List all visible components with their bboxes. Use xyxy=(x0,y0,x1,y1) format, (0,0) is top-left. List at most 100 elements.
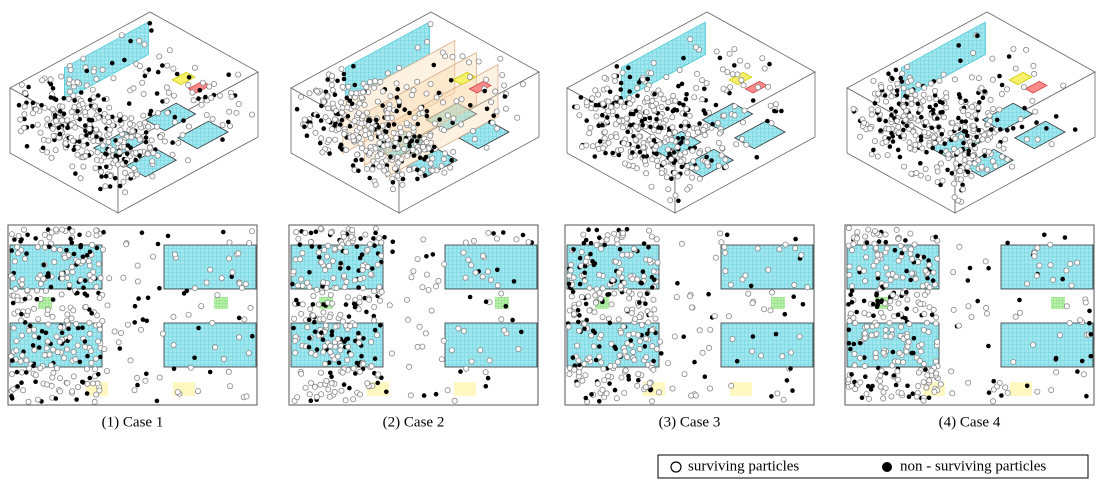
surviving-particle xyxy=(494,109,499,114)
surviving-particle xyxy=(682,126,687,131)
surviving-particle xyxy=(48,77,53,82)
surviving-particle xyxy=(656,390,661,395)
non-surviving-particle xyxy=(958,95,963,100)
non-surviving-particle xyxy=(645,77,650,82)
non-surviving-particle xyxy=(893,248,898,253)
surviving-particle xyxy=(715,120,720,125)
non-surviving-particle xyxy=(128,39,133,44)
surviving-particle xyxy=(357,300,362,305)
surviving-particle xyxy=(328,343,333,348)
surviving-particle xyxy=(866,227,871,232)
non-surviving-particle xyxy=(62,96,67,101)
surviving-particle xyxy=(141,91,146,96)
non-surviving-particle xyxy=(33,379,38,384)
surviving-particle xyxy=(305,280,310,285)
surviving-particle xyxy=(131,166,136,171)
non-surviving-particle xyxy=(648,116,653,121)
surviving-particle xyxy=(595,381,600,386)
non-surviving-particle xyxy=(950,171,955,176)
surviving-particle xyxy=(124,242,129,247)
surviving-particle xyxy=(356,135,361,140)
surviving-particle xyxy=(630,349,635,354)
non-surviving-particle xyxy=(491,231,496,236)
surviving-particle xyxy=(78,277,83,282)
surviving-particle xyxy=(689,393,694,398)
surviving-particle xyxy=(27,295,32,300)
surviving-particle xyxy=(624,116,629,121)
non-surviving-particle xyxy=(392,145,397,150)
surviving-particle xyxy=(941,72,946,77)
surviving-particle xyxy=(372,85,377,90)
surviving-particle xyxy=(863,234,868,239)
surviving-particle xyxy=(575,382,580,387)
surviving-particle xyxy=(622,390,627,395)
non-surviving-particle xyxy=(307,345,312,350)
non-surviving-particle xyxy=(126,143,131,148)
surviving-particle xyxy=(635,85,640,90)
surviving-particle xyxy=(951,307,956,312)
surviving-particle xyxy=(75,385,80,390)
surviving-particle xyxy=(984,311,989,316)
surviving-particle xyxy=(921,98,926,103)
surviving-particle xyxy=(96,261,101,266)
surviving-particle xyxy=(150,159,155,164)
surviving-particle xyxy=(377,298,382,303)
surviving-particle xyxy=(380,89,385,94)
surviving-particle xyxy=(1011,46,1016,51)
surviving-particle xyxy=(646,228,651,233)
surviving-particle xyxy=(885,246,890,251)
surviving-particle xyxy=(685,187,690,192)
surviving-particle xyxy=(626,289,631,294)
surviving-particle xyxy=(137,64,142,69)
surviving-particle xyxy=(852,363,857,368)
surviving-particle xyxy=(356,340,361,345)
non-surviving-particle xyxy=(347,314,352,319)
non-surviving-particle xyxy=(586,227,591,232)
non-surviving-particle xyxy=(346,266,351,271)
surviving-particle xyxy=(944,95,949,100)
surviving-particle xyxy=(143,378,148,383)
surviving-particle xyxy=(35,397,40,402)
non-surviving-particle xyxy=(875,299,880,304)
surviving-particle xyxy=(338,100,343,105)
surviving-particle xyxy=(164,98,169,103)
non-surviving-particle xyxy=(605,115,610,120)
non-surviving-particle xyxy=(96,372,101,377)
surviving-particle xyxy=(350,134,355,139)
surviving-particle xyxy=(701,127,706,132)
non-surviving-particle xyxy=(495,268,500,273)
surviving-particle xyxy=(1078,318,1083,323)
non-surviving-particle xyxy=(595,228,600,233)
surviving-particle xyxy=(926,176,931,181)
surviving-particle xyxy=(361,285,366,290)
surviving-particle xyxy=(25,309,30,314)
non-surviving-particle xyxy=(391,180,396,185)
surviving-particle xyxy=(328,350,333,355)
non-surviving-particle xyxy=(187,75,192,80)
non-surviving-particle xyxy=(382,235,387,240)
non-surviving-particle xyxy=(912,336,917,341)
non-surviving-particle xyxy=(19,312,24,317)
surviving-particle xyxy=(659,104,664,109)
non-surviving-particle xyxy=(318,141,323,146)
non-surviving-particle xyxy=(860,395,865,400)
non-surviving-particle xyxy=(99,137,104,142)
non-surviving-particle xyxy=(307,270,312,275)
surviving-particle xyxy=(67,89,72,94)
non-surviving-particle xyxy=(226,120,231,125)
surviving-particle xyxy=(330,74,335,79)
non-surviving-particle xyxy=(579,95,584,100)
non-surviving-particle xyxy=(627,377,632,382)
surviving-particle xyxy=(351,366,356,371)
non-surviving-particle xyxy=(94,134,99,139)
surviving-particle xyxy=(905,297,910,302)
surviving-particle xyxy=(670,386,675,391)
bed-plan xyxy=(1001,245,1093,289)
non-surviving-particle xyxy=(101,230,106,235)
non-surviving-particle xyxy=(166,234,171,239)
non-surviving-particle xyxy=(125,152,130,157)
surviving-particle xyxy=(919,342,924,347)
non-surviving-particle xyxy=(31,343,36,348)
non-surviving-particle xyxy=(149,109,154,114)
non-surviving-particle xyxy=(312,320,317,325)
